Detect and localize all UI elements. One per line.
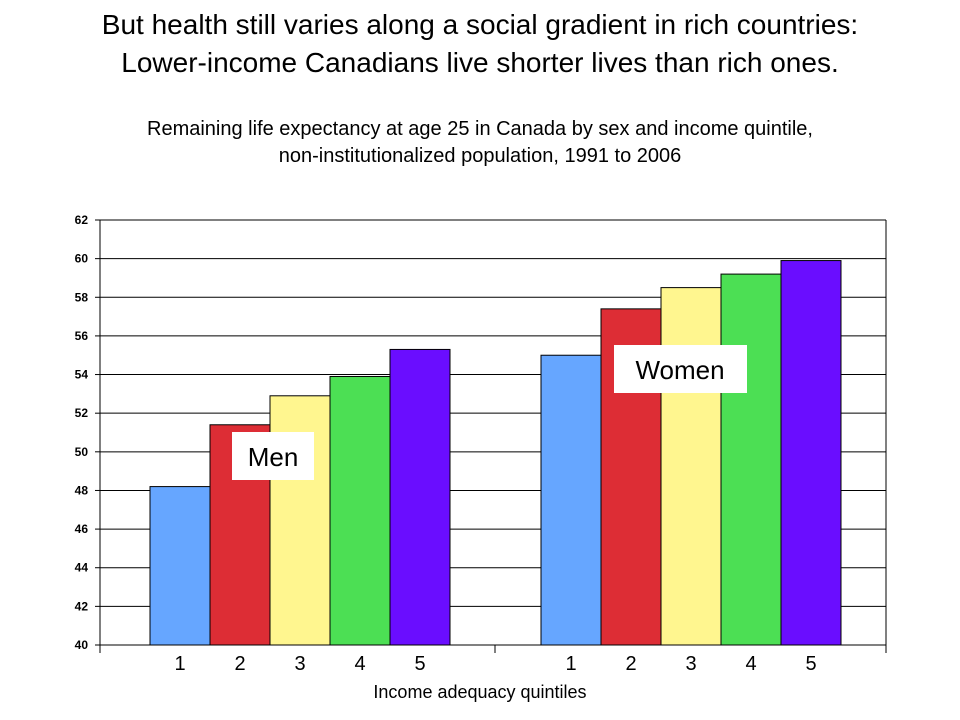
y-tick-label: 60 <box>75 252 89 266</box>
bar <box>660 287 722 646</box>
y-tick-label: 44 <box>75 561 89 575</box>
y-tick-label: 48 <box>75 483 89 497</box>
x-tick-label: 3 <box>685 653 696 675</box>
x-tick-label: 2 <box>234 653 245 675</box>
y-tick-label: 46 <box>75 522 89 536</box>
bar <box>329 375 391 646</box>
x-tick-label: 5 <box>805 653 816 675</box>
x-tick-label: 3 <box>294 653 305 675</box>
x-tick-label: 4 <box>354 653 365 675</box>
subtitle-line-2: non-institutionalized population, 1991 t… <box>278 145 682 167</box>
chart-title: But health still varies along a social g… <box>0 6 960 82</box>
chart-subtitle: Remaining life expectancy at age 25 in C… <box>0 116 960 170</box>
axes: 40 42 44 46 48 50 52 54 56 58 60 62 1 2 3 4 5 1 2 3 4 5 <box>75 213 887 675</box>
group-label-box <box>232 432 314 480</box>
bar <box>540 354 602 646</box>
group-label: Men <box>248 442 299 472</box>
title-line-2: Lower-income Canadians live shorter live… <box>121 47 839 78</box>
y-tick-label: 62 <box>75 213 89 227</box>
y-tick-label: 58 <box>75 290 89 304</box>
title-line-1: But health still varies along a social g… <box>101 9 859 40</box>
x-tick-label: 2 <box>625 653 636 675</box>
group-label-box <box>614 345 747 393</box>
bar <box>780 260 842 646</box>
x-axis-title: Income adequacy quintiles <box>373 682 586 702</box>
bar <box>389 348 451 646</box>
x-tick-label: 5 <box>414 653 425 675</box>
group-labels: Men Women <box>232 345 747 480</box>
group-label: Women <box>635 355 724 385</box>
y-tick-label: 56 <box>75 329 89 343</box>
x-tick-label: 4 <box>745 653 756 675</box>
y-tick-label: 42 <box>75 599 89 613</box>
y-tick-label: 54 <box>75 368 89 382</box>
bar <box>720 273 782 646</box>
y-tick-label: 52 <box>75 406 89 420</box>
y-tick-label: 40 <box>75 638 89 652</box>
bar <box>149 486 211 646</box>
subtitle-line-1: Remaining life expectancy at age 25 in C… <box>147 118 813 140</box>
x-tick-label: 1 <box>565 653 576 675</box>
x-tick-label: 1 <box>174 653 185 675</box>
y-tick-label: 50 <box>75 445 89 459</box>
